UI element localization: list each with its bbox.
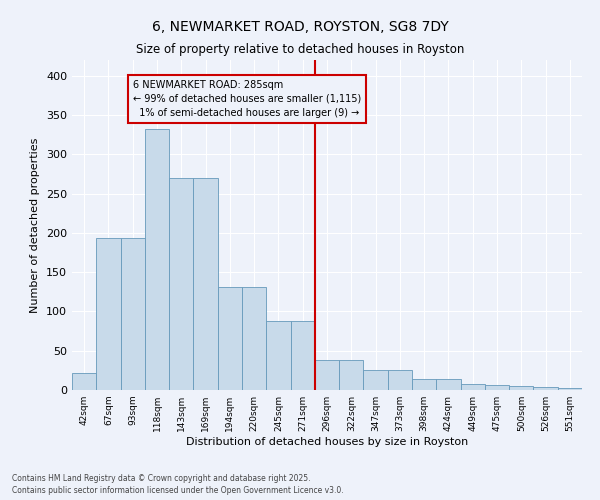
Bar xyxy=(242,287,266,390)
Bar xyxy=(485,384,509,390)
Bar xyxy=(436,379,461,390)
Text: Contains HM Land Registry data © Crown copyright and database right 2025.
Contai: Contains HM Land Registry data © Crown c… xyxy=(12,474,344,495)
Bar xyxy=(96,238,121,390)
Bar xyxy=(290,321,315,390)
Bar xyxy=(121,238,145,390)
Bar xyxy=(558,388,582,390)
Bar xyxy=(266,321,290,390)
Text: 6 NEWMARKET ROAD: 285sqm
← 99% of detached houses are smaller (1,115)
  1% of se: 6 NEWMARKET ROAD: 285sqm ← 99% of detach… xyxy=(133,80,361,118)
Bar xyxy=(509,386,533,390)
Bar xyxy=(533,387,558,390)
Bar xyxy=(145,129,169,390)
X-axis label: Distribution of detached houses by size in Royston: Distribution of detached houses by size … xyxy=(186,437,468,447)
Bar xyxy=(169,178,193,390)
Bar xyxy=(412,379,436,390)
Bar xyxy=(339,360,364,390)
Bar xyxy=(364,370,388,390)
Bar xyxy=(461,384,485,390)
Text: Size of property relative to detached houses in Royston: Size of property relative to detached ho… xyxy=(136,42,464,56)
Bar xyxy=(315,360,339,390)
Bar xyxy=(388,370,412,390)
Bar xyxy=(193,178,218,390)
Bar xyxy=(72,372,96,390)
Y-axis label: Number of detached properties: Number of detached properties xyxy=(31,138,40,312)
Text: 6, NEWMARKET ROAD, ROYSTON, SG8 7DY: 6, NEWMARKET ROAD, ROYSTON, SG8 7DY xyxy=(152,20,448,34)
Bar xyxy=(218,287,242,390)
